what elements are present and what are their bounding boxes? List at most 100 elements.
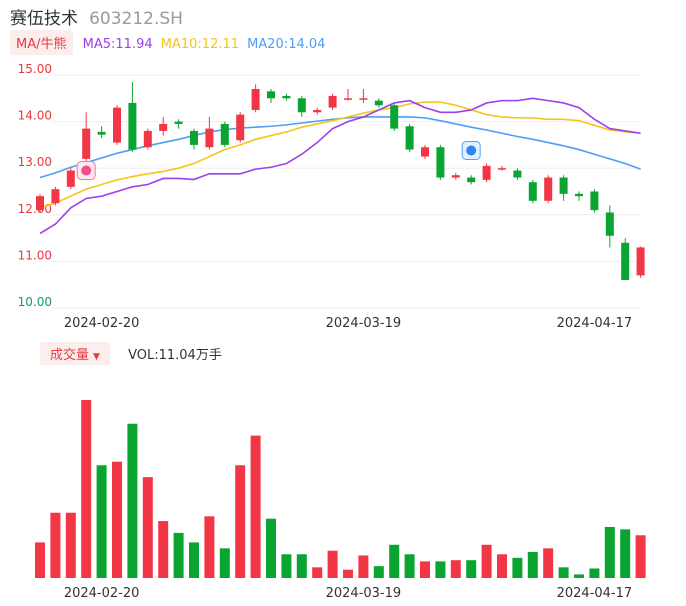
volume-bar	[266, 518, 276, 578]
volume-bar	[312, 567, 323, 578]
volume-bar	[327, 550, 338, 578]
volume-legend: 成交量 ▼ VOL:11.04万手	[40, 342, 222, 365]
volume-bar	[435, 561, 446, 578]
candle-body	[313, 109, 322, 113]
candle-body	[359, 98, 368, 100]
candle-body	[390, 105, 399, 129]
x-tick-label: 2024-03-19	[326, 316, 402, 331]
candle-body	[590, 191, 599, 211]
volume-label: 成交量	[50, 348, 90, 363]
volume-bar	[450, 560, 461, 578]
y-tick-label: 13.00	[18, 155, 52, 169]
stock-name: 赛伍技术	[10, 9, 78, 29]
candle-body	[328, 95, 337, 108]
volume-bar	[512, 557, 523, 578]
candle-body	[528, 182, 537, 201]
volume-bar	[281, 554, 292, 578]
volume-bar	[81, 400, 92, 578]
y-tick-label: 11.00	[18, 248, 52, 262]
volume-bar	[358, 555, 369, 578]
volume-bar	[635, 535, 646, 578]
candle-body	[436, 147, 445, 178]
event-marker-icon	[76, 161, 96, 181]
volume-bar	[373, 566, 384, 578]
ma20-legend: MA20:14.04	[247, 37, 326, 52]
volume-indicator-selector[interactable]: 成交量 ▼	[40, 342, 110, 365]
volume-bar	[389, 544, 400, 578]
volume-bar	[127, 423, 138, 578]
candle-body	[128, 102, 137, 150]
x-tick-label: 2024-02-20	[64, 586, 140, 601]
volume-date-axis: 2024-02-20 2024-03-19 2024-04-17	[64, 586, 632, 601]
y-tick-label: 14.00	[18, 109, 52, 123]
volume-bar	[204, 516, 215, 578]
candle-body	[51, 189, 60, 204]
y-tick-label: 10.00	[18, 295, 52, 309]
volume-bar	[481, 544, 492, 578]
volume-bar	[219, 548, 230, 578]
volume-bar	[343, 569, 353, 578]
candle-body	[451, 175, 460, 178]
candle-body	[113, 107, 121, 143]
candle-body	[267, 91, 275, 99]
volume-bar	[466, 560, 477, 578]
candle-body	[159, 123, 168, 131]
candle-body	[421, 147, 429, 157]
x-tick-label: 2024-03-19	[326, 586, 402, 601]
candle-body	[66, 170, 75, 187]
volume-bar	[604, 526, 615, 578]
candle-body	[36, 196, 44, 211]
volume-bar	[173, 532, 184, 578]
candle-body	[467, 177, 476, 183]
ma-indicator-selector[interactable]: MA/牛熊	[10, 30, 73, 55]
candle-body	[513, 170, 522, 178]
candle-body	[374, 100, 383, 106]
candle-body	[544, 177, 553, 201]
candle-body	[143, 130, 152, 148]
candle-body	[297, 98, 306, 113]
y-tick-label: 15.00	[18, 62, 52, 76]
volume-bars	[35, 400, 646, 578]
y-tick-label: 12.00	[18, 202, 52, 216]
volume-bar	[404, 554, 415, 578]
ma10-legend: MA10:12.11	[160, 37, 240, 52]
chart-markers	[76, 140, 481, 181]
candle-body	[575, 193, 583, 197]
candle-body	[282, 95, 291, 99]
ma5-line	[39, 97, 641, 235]
volume-bar	[296, 554, 307, 578]
volume-bar	[250, 435, 261, 578]
volume-bar	[50, 512, 61, 578]
stock-code: 603212.SH	[89, 9, 183, 29]
volume-bar	[158, 521, 169, 578]
candle-body	[220, 123, 229, 145]
volume-bar	[142, 477, 153, 578]
moving-average-lines	[39, 97, 641, 235]
volume-bar	[558, 567, 569, 578]
candlesticks	[36, 81, 645, 281]
candle-body	[482, 165, 491, 180]
x-tick-label: 2024-02-20	[64, 316, 140, 331]
title-bar: 赛伍技术 603212.SH	[10, 4, 183, 29]
volume-bar	[235, 465, 246, 578]
volume-value: VOL:11.04万手	[128, 348, 222, 363]
volume-bar	[589, 568, 600, 578]
candle-body	[236, 114, 245, 141]
volume-bar	[620, 529, 631, 578]
caret-down-icon: ▼	[93, 352, 100, 362]
candle-body	[251, 88, 260, 110]
x-tick-label: 2024-04-17	[557, 316, 633, 331]
ma5-legend: MA5:11.94	[82, 37, 153, 52]
candle-body	[636, 247, 645, 276]
candle-body	[559, 177, 568, 194]
volume-bar	[65, 512, 76, 578]
volume-bar	[497, 554, 507, 578]
volume-bar	[112, 461, 122, 578]
candle-body	[205, 128, 214, 148]
candle-body	[498, 168, 506, 170]
volume-bar	[543, 548, 554, 578]
candle-body	[344, 98, 352, 100]
candle-body	[621, 242, 630, 281]
price-date-axis: 2024-02-20 2024-03-19 2024-04-17	[64, 316, 632, 331]
volume-bar	[35, 542, 45, 578]
